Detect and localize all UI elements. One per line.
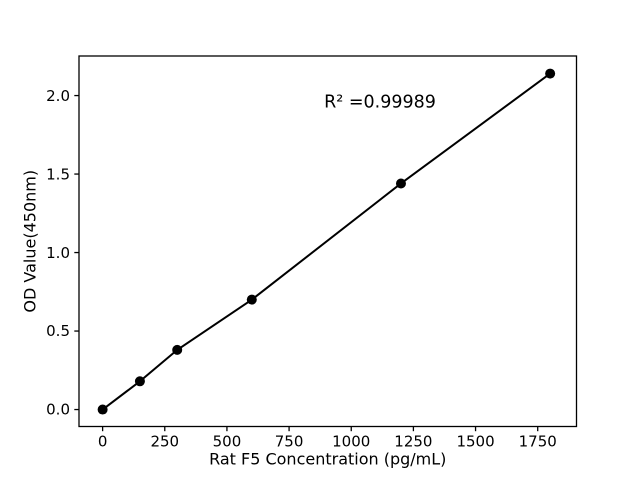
y-tick-label: 0.5 [46, 322, 70, 340]
data-point [395, 178, 406, 189]
fit-line [102, 72, 551, 411]
x-tick-label: 1000 [332, 433, 370, 451]
r-squared-annotation: R² =0.99989 [324, 93, 436, 113]
y-tick-label: 0.0 [46, 401, 70, 419]
y-tick-label: 2.0 [46, 87, 70, 105]
y-tick-label: 1.0 [46, 244, 70, 262]
data-point [172, 344, 183, 355]
x-tick-label: 1500 [456, 433, 494, 451]
y-tick-label: 1.5 [46, 165, 70, 183]
x-tick-label: 250 [150, 433, 179, 451]
y-axis-label: OD Value(450nm) [21, 170, 40, 313]
data-point [246, 294, 257, 305]
data-point [545, 68, 556, 79]
x-tick-label: 750 [275, 433, 304, 451]
x-tick-label: 0 [98, 433, 108, 451]
data-point [97, 404, 108, 415]
plot-border [78, 55, 578, 428]
data-point [134, 376, 145, 387]
x-axis-label: Rat F5 Concentration (pg/mL) [209, 450, 446, 469]
x-tick-label: 1250 [394, 433, 432, 451]
x-tick-label: 1750 [519, 433, 557, 451]
x-tick-label: 500 [213, 433, 242, 451]
